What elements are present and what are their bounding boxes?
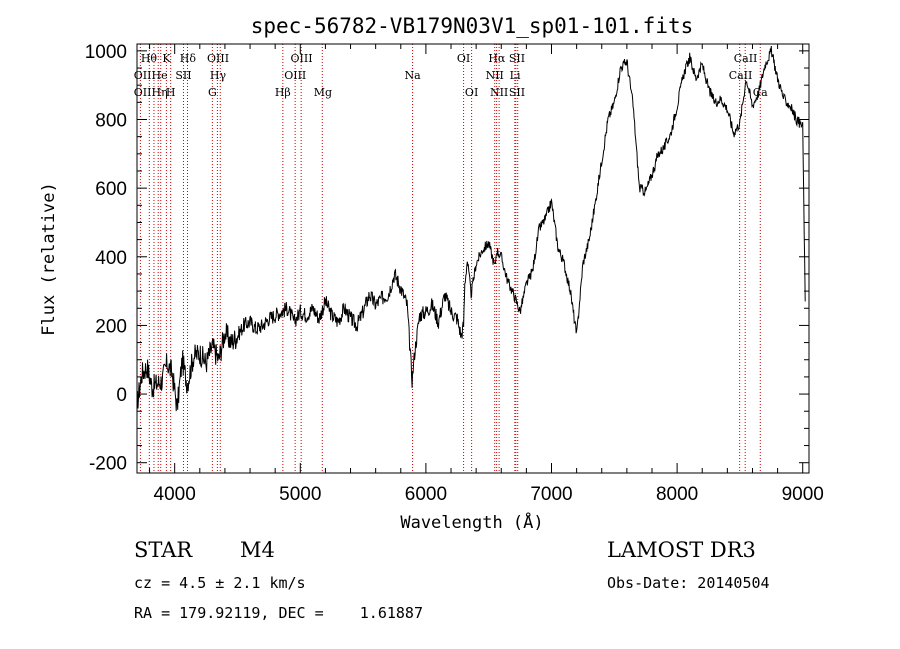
redshift-cz: cz = 4.5 ± 2.1 km/s (134, 574, 306, 592)
emission-line-label: Ca (753, 86, 768, 99)
emission-line-label: NII (486, 69, 504, 82)
emission-line-label: Li (510, 69, 521, 82)
emission-line-label: SII (509, 86, 525, 99)
y-axis-label: Flux (relative) (39, 182, 59, 336)
y-tick-label: 400 (95, 248, 127, 269)
emission-line-label: Hδ (180, 52, 197, 65)
chart-title: spec-56782-VB179N03V1_sp01-101.fits (251, 14, 694, 38)
emission-line-label: Na (404, 69, 421, 82)
y-tick-label: -200 (89, 454, 127, 475)
y-tick-label: 1000 (85, 42, 127, 63)
axis-tick-labels: 4000 5000 6000 7000 8000 9000 -200 0 200 400 600 80… (85, 42, 824, 505)
emission-line-label: OIII (207, 52, 229, 65)
spectrum-line (136, 45, 806, 412)
x-tick-label: 9000 (782, 484, 824, 505)
emission-line-label: Hγ (210, 69, 227, 82)
object-type: STAR (134, 538, 193, 562)
spectrum-series (136, 45, 806, 412)
emission-line-label: OIII (291, 52, 313, 65)
x-tick-label: 6000 (405, 484, 447, 505)
emission-line-label: K (162, 52, 171, 65)
emission-line-label: Hα (488, 52, 506, 65)
plot-frame (136, 43, 810, 474)
y-tick-label: 600 (95, 179, 127, 200)
y-tick-label: 0 (116, 385, 127, 406)
axis-ticks (137, 44, 809, 473)
x-tick-label: 8000 (656, 484, 698, 505)
emission-line-label: NII (490, 86, 508, 99)
emission-line-label: Hθ (141, 52, 158, 65)
emission-line-label: SII (509, 52, 525, 65)
x-tick-label: 7000 (530, 484, 572, 505)
x-tick-label: 5000 (279, 484, 321, 505)
x-tick-label: 4000 (154, 484, 196, 505)
x-axis-label: Wavelength (Å) (400, 511, 543, 533)
y-tick-label: 800 (95, 111, 127, 132)
emission-line-label: CaII (734, 52, 758, 65)
emission-line-label: OIII (284, 69, 306, 82)
emission-line-label: H (166, 86, 176, 99)
survey-name: LAMOST DR3 (607, 538, 756, 562)
y-tick-label: 200 (95, 316, 127, 337)
emission-line-label: OII (134, 69, 152, 82)
subclass: M4 (240, 538, 275, 562)
ra-dec: RA = 179.92119, DEC = 1.61887 (134, 604, 423, 622)
observation-date: Obs-Date: 20140504 (607, 574, 770, 592)
emission-line-label: Hβ (275, 86, 291, 99)
emission-lines (139, 44, 761, 473)
emission-line-label: OI (457, 52, 470, 65)
emission-line-label: OI (465, 86, 478, 99)
emission-line-label: Hη (152, 86, 168, 99)
emission-line-label: Mg (314, 86, 332, 99)
emission-line-label: G (208, 86, 217, 99)
emission-line-label: He (152, 69, 168, 82)
emission-line-label: OII (134, 86, 152, 99)
emission-line-label: CaII (729, 69, 753, 82)
emission-line-label: SII (175, 69, 191, 82)
